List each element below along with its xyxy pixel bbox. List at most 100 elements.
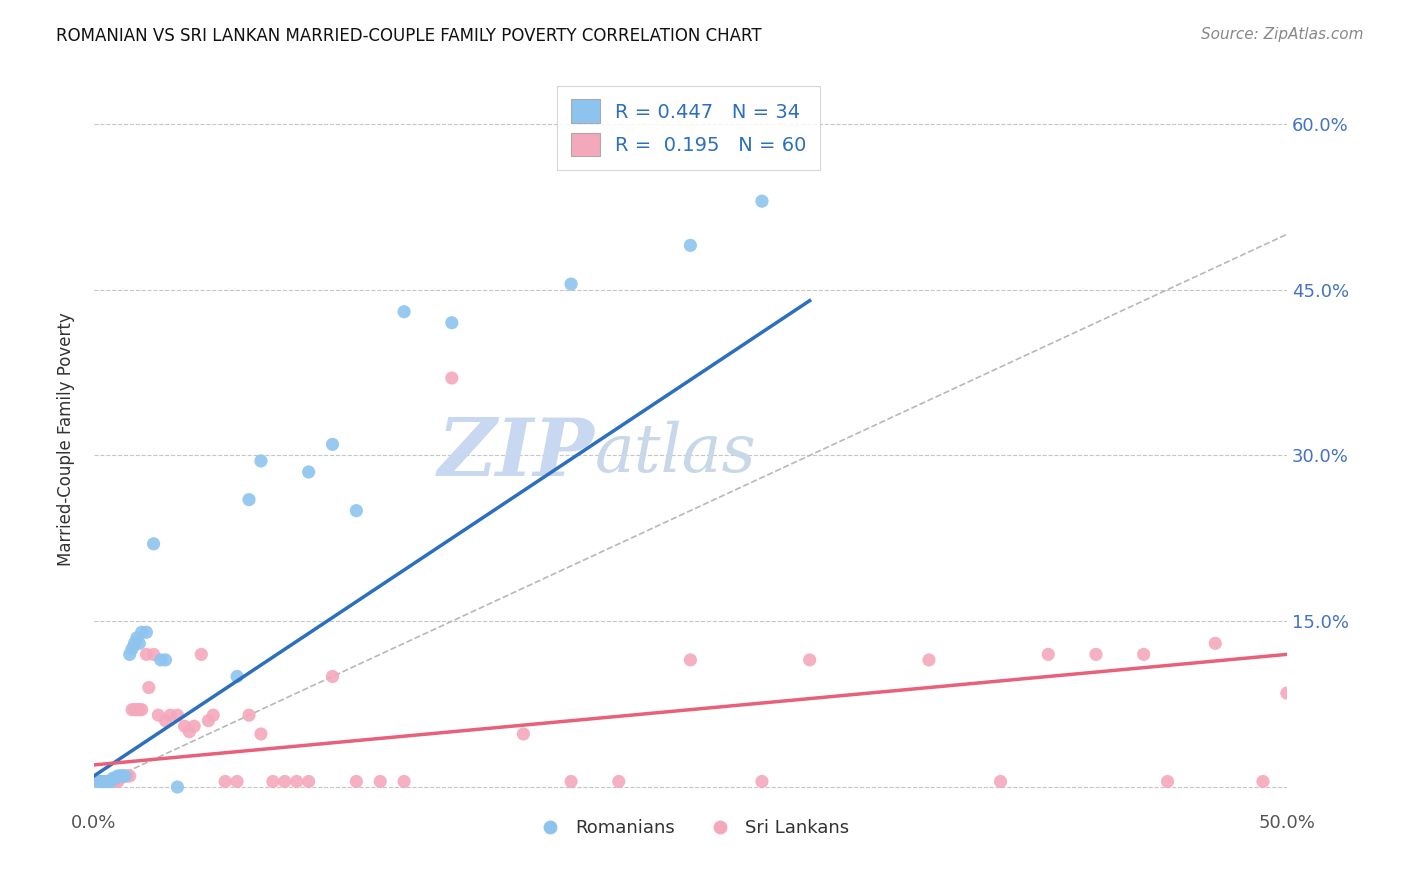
Point [392,304,415,318]
Point [104,771,127,785]
Point [93,774,115,789]
Point [1038,648,1060,662]
Point [190,648,212,662]
Point [111,769,134,783]
Point [101,774,124,789]
Point [1204,636,1226,650]
Point [142,537,165,551]
Point [90,774,112,789]
Point [94,774,117,789]
Text: Source: ZipAtlas.com: Source: ZipAtlas.com [1201,27,1364,42]
Point [111,769,134,783]
Point [226,669,249,683]
Point [90,774,112,789]
Point [97,774,120,789]
Point [344,504,367,518]
Text: ROMANIAN VS SRI LANKAN MARRIED-COUPLE FAMILY POVERTY CORRELATION CHART: ROMANIAN VS SRI LANKAN MARRIED-COUPLE FA… [56,27,762,45]
Point [560,774,582,789]
Point [918,653,941,667]
Legend: Romanians, Sri Lankans: Romanians, Sri Lankans [524,812,856,845]
Point [183,719,205,733]
Point [679,238,702,252]
Point [238,708,260,723]
Point [751,774,773,789]
Point [285,774,308,789]
Point [148,708,170,723]
Point [368,774,391,789]
Point [128,636,150,650]
Point [124,703,146,717]
Point [274,774,297,789]
Point [197,714,219,728]
Point [321,437,343,451]
Point [560,277,582,291]
Point [512,727,534,741]
Point [250,454,273,468]
Point [159,708,181,723]
Point [440,371,463,385]
Point [142,648,165,662]
Point [173,719,195,733]
Point [1156,774,1178,789]
Point [166,708,188,723]
Point [97,774,120,789]
Point [121,641,143,656]
Point [226,774,249,789]
Point [107,774,129,789]
Point [214,774,236,789]
Text: ZIP: ZIP [439,415,595,492]
Point [131,703,153,717]
Point [94,774,117,789]
Point [298,774,321,789]
Point [93,774,115,789]
Point [107,769,129,783]
Point [679,653,702,667]
Point [607,774,630,789]
Point [87,774,110,789]
Point [155,714,177,728]
Point [155,653,177,667]
Point [202,708,225,723]
Point [149,653,172,667]
Point [124,636,146,650]
Point [321,669,343,683]
Point [87,774,110,789]
Point [125,631,148,645]
Point [104,774,127,789]
Point [128,703,150,717]
Point [135,625,157,640]
Point [108,769,131,783]
Point [262,774,284,789]
Point [138,681,160,695]
Point [100,774,122,789]
Point [990,774,1012,789]
Point [1251,774,1274,789]
Point [114,769,136,783]
Point [1084,648,1107,662]
Point [179,724,201,739]
Point [114,769,136,783]
Point [799,653,821,667]
Point [238,492,260,507]
Point [440,316,463,330]
Point [1275,686,1298,700]
Point [344,774,367,789]
Text: atlas: atlas [595,421,756,486]
Point [298,465,321,479]
Point [392,774,415,789]
Point [250,727,273,741]
Point [1132,648,1154,662]
Point [751,194,773,209]
Point [118,769,141,783]
Y-axis label: Married-Couple Family Poverty: Married-Couple Family Poverty [58,312,75,566]
Point [131,625,153,640]
Point [135,648,157,662]
Point [117,769,139,783]
Point [118,648,141,662]
Point [108,771,131,785]
Point [125,703,148,717]
Point [121,703,143,717]
Point [101,771,124,785]
Point [100,774,122,789]
Point [166,780,188,794]
